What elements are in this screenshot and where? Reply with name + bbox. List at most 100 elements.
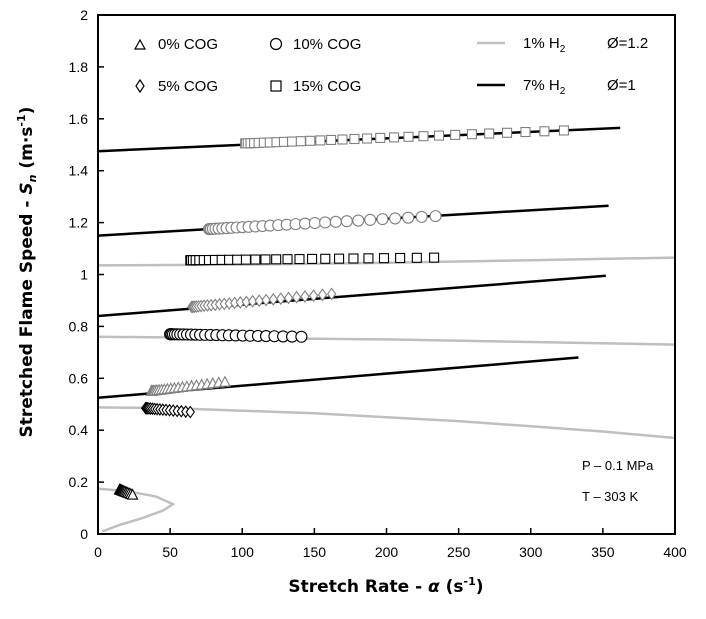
square-point [363, 253, 374, 264]
svg-text:7% H2: 7% H2 [523, 77, 566, 97]
circle-point [340, 215, 353, 228]
y-axis-title-main: Stretched Flame Speed - [17, 195, 37, 438]
legend-label-10pct: 10% COG [293, 36, 361, 53]
square-point [271, 254, 282, 265]
square-point [389, 132, 400, 143]
y-tick-label: 0.8 [69, 318, 89, 334]
square-point [320, 253, 331, 264]
legend-triangle-icon [133, 38, 147, 50]
legend-markers: 0% COG 10% COG 5% COG 15% COG [133, 36, 361, 95]
legend-entry-7pct-h2: 7% H2 Ø=1 [477, 77, 636, 97]
diamond-point [247, 294, 258, 308]
diamond-point [283, 291, 294, 305]
circle-point [376, 213, 389, 226]
y-tick-label: 1.4 [69, 163, 89, 179]
legend-7pct-sub: 2 [560, 86, 566, 97]
legend-entry-10pct: 10% COG [269, 36, 361, 53]
legend-circle-icon [269, 37, 283, 51]
diamond-point [261, 293, 271, 307]
circle-point [352, 214, 365, 227]
x-tick-label: 400 [663, 544, 687, 560]
square-point [232, 254, 243, 265]
square-point [501, 127, 513, 138]
y-tick-label: 1.8 [69, 59, 89, 75]
legend-entry-1pct-h2: 1% H2 Ø=1.2 [477, 35, 648, 55]
square-point [295, 136, 306, 147]
y-tick-label: 0.2 [69, 474, 89, 490]
x-tick-label: 0 [94, 544, 102, 560]
x-axis-title-exp: -1 [464, 575, 476, 588]
legend-diamond-icon [135, 78, 145, 94]
x-tick-label: 350 [591, 544, 615, 560]
square-point [282, 254, 293, 265]
y-axis-title: Stretched Flame Speed - Sn (m·s-1) [15, 107, 39, 438]
square-point [294, 254, 305, 265]
y-tick-label: 0 [80, 526, 88, 542]
square-point [361, 133, 373, 144]
y-tick-label: 1.6 [69, 111, 89, 127]
square-point [433, 130, 445, 141]
square-point [334, 253, 345, 264]
circle-point [364, 213, 377, 226]
circle-point [308, 216, 321, 230]
legend-label-5pct: 5% COG [158, 78, 218, 95]
legend-entry-15pct: 15% COG [270, 78, 361, 95]
circle-point [429, 210, 442, 223]
square-point [260, 254, 271, 265]
square-point [484, 128, 495, 139]
diamond-point [300, 290, 310, 303]
square-point [411, 252, 422, 263]
legend-entry-5pct: 5% COG [135, 78, 218, 95]
circle-point [295, 330, 308, 343]
circle-point [319, 216, 332, 229]
legend-entry-0pct: 0% COG [133, 36, 218, 53]
diamond-point [185, 405, 196, 419]
square-point [240, 254, 251, 265]
triangle-point [219, 375, 231, 387]
diamond-point [254, 294, 264, 308]
square-point [418, 131, 429, 142]
square-point [403, 131, 414, 142]
y-axis-title-exp: -1 [15, 114, 28, 126]
square-point [395, 252, 406, 264]
x-axis-title-unit: (s [440, 577, 464, 597]
y-tick-label: 0.4 [69, 422, 89, 438]
legend-1pct-sub: 2 [560, 44, 566, 55]
y-axis-title-sub: n [26, 174, 39, 182]
x-tick-label: 250 [447, 544, 471, 560]
square-point [305, 135, 316, 146]
fit-line [97, 406, 676, 440]
y-tick-label: 0.6 [69, 370, 89, 386]
square-point [348, 253, 359, 264]
square-point [375, 132, 386, 144]
legend-7pct-phi: Ø=1 [607, 77, 636, 94]
legend-7pct-prefix: 7% H [523, 77, 560, 94]
circle-point [415, 210, 428, 223]
y-tick-label: 1 [80, 267, 88, 283]
square-point [286, 136, 298, 147]
diamond-point [308, 289, 319, 303]
x-axis-title-main: Stretch Rate - [288, 577, 428, 597]
x-tick-label: 100 [231, 544, 255, 560]
x-tick-label: 200 [375, 544, 399, 560]
square-point [307, 253, 318, 264]
square-point [466, 129, 477, 140]
diamond-point [276, 292, 286, 306]
square-point [558, 125, 569, 136]
legend-label-0pct: 0% COG [158, 36, 218, 53]
temperature-annotation: T – 303 K [582, 489, 638, 504]
square-point [539, 126, 550, 137]
diamond-point [268, 292, 278, 306]
axis-ticks: 0 50 100 150 200 250 300 350 400 0 0.2 0.4 0.6 0.8 1 1.… [69, 7, 687, 560]
circle-point [329, 215, 342, 228]
x-axis-title-symbol: α [428, 577, 440, 597]
y-axis-title-symbol: S [17, 182, 37, 194]
legend-1pct-prefix: 1% H [523, 35, 560, 52]
fit-line [97, 274, 606, 318]
square-point [315, 135, 326, 146]
x-axis-title: Stretch Rate - α (s-1) [288, 575, 483, 597]
x-tick-label: 50 [162, 544, 178, 560]
diamond-point [327, 287, 337, 301]
y-tick-label: 2 [80, 7, 88, 23]
